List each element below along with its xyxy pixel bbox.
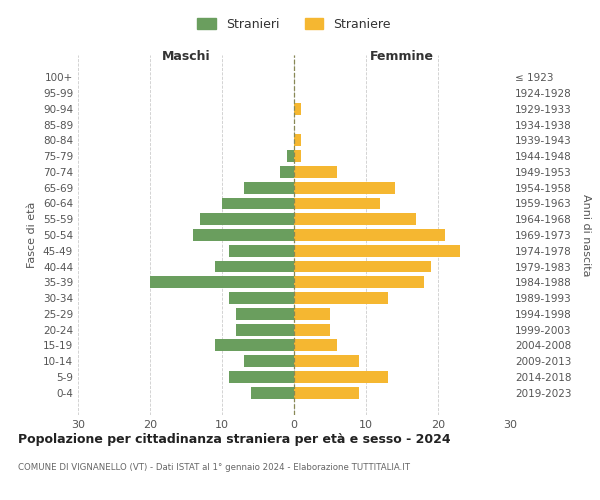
Text: Femmine: Femmine <box>370 50 434 63</box>
Bar <box>215 260 294 272</box>
Bar <box>215 340 294 351</box>
Bar <box>236 308 294 320</box>
Bar <box>222 198 294 209</box>
Y-axis label: Anni di nascita: Anni di nascita <box>581 194 591 276</box>
Text: Maschi: Maschi <box>161 50 211 63</box>
Bar <box>236 324 294 336</box>
Bar <box>294 166 337 178</box>
Bar <box>244 356 294 367</box>
Bar <box>244 182 294 194</box>
Bar <box>294 103 301 115</box>
Bar <box>294 308 330 320</box>
Bar <box>294 371 388 383</box>
Bar <box>294 340 337 351</box>
Bar <box>294 134 301 146</box>
Bar <box>150 276 294 288</box>
Bar <box>294 214 416 225</box>
Bar <box>200 214 294 225</box>
Bar <box>294 292 388 304</box>
Bar <box>294 245 460 256</box>
Bar <box>294 324 330 336</box>
Bar <box>287 150 294 162</box>
Bar <box>193 229 294 241</box>
Legend: Stranieri, Straniere: Stranieri, Straniere <box>191 11 397 37</box>
Bar <box>229 292 294 304</box>
Y-axis label: Fasce di età: Fasce di età <box>28 202 37 268</box>
Bar <box>294 229 445 241</box>
Bar <box>229 245 294 256</box>
Bar <box>251 387 294 398</box>
Bar <box>229 371 294 383</box>
Bar <box>294 356 359 367</box>
Bar <box>280 166 294 178</box>
Text: COMUNE DI VIGNANELLO (VT) - Dati ISTAT al 1° gennaio 2024 - Elaborazione TUTTITA: COMUNE DI VIGNANELLO (VT) - Dati ISTAT a… <box>18 462 410 471</box>
Bar <box>294 387 359 398</box>
Bar <box>294 198 380 209</box>
Bar <box>294 182 395 194</box>
Bar <box>294 260 431 272</box>
Bar <box>294 150 301 162</box>
Text: Popolazione per cittadinanza straniera per età e sesso - 2024: Popolazione per cittadinanza straniera p… <box>18 432 451 446</box>
Bar <box>294 276 424 288</box>
